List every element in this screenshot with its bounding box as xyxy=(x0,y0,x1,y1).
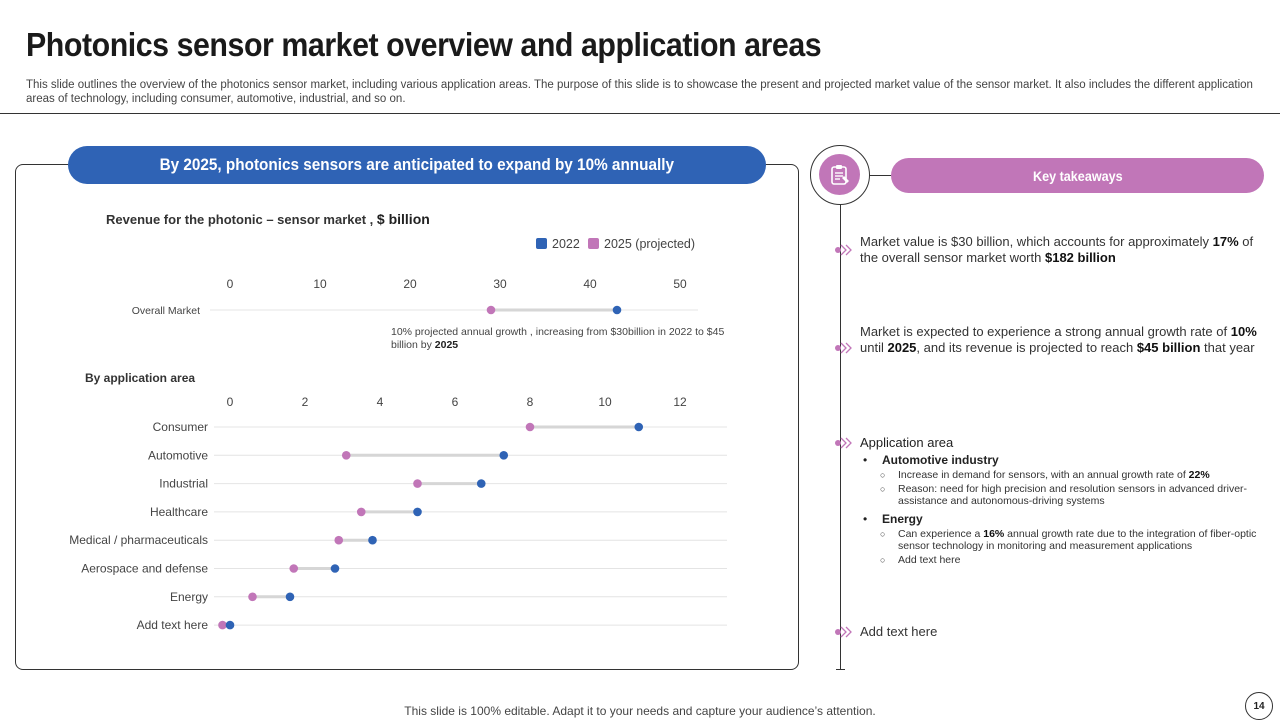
chart-title-unit: $ billion xyxy=(377,211,430,227)
takeaway-bullet-4-icon xyxy=(835,626,855,638)
growth-annotation: 10% projected annual growth , increasing… xyxy=(391,326,741,352)
takeaway-2-text-c: until xyxy=(860,340,884,355)
key-takeaways-header: Key takeaways xyxy=(891,158,1264,193)
takeaway-2-year: 2025 xyxy=(887,340,917,355)
x-tick-label: 8 xyxy=(527,395,534,409)
point-2025 xyxy=(218,620,227,630)
energy-detail-1-text-c: annual growth rate due to the integratio… xyxy=(898,527,1257,553)
x-tick-label: 0 xyxy=(227,395,234,409)
x-tick-label: 0 xyxy=(227,277,234,291)
takeaway-1-total: $182 billion xyxy=(1044,250,1116,265)
takeaway-1-text-c: of the overall sensor market worth xyxy=(860,234,1254,265)
category-label: Medical / pharmaceuticals xyxy=(69,533,208,547)
point-2022 xyxy=(476,479,486,488)
automotive-industry-label: Automotive industry xyxy=(860,452,1265,468)
header-divider xyxy=(0,113,1280,114)
x-tick-label: 10 xyxy=(598,395,612,409)
application-area-heading: Application area xyxy=(860,435,954,450)
category-label: Energy xyxy=(170,590,208,604)
takeaway-2-revenue: $45 billion xyxy=(1136,340,1201,355)
legend-label-1: 2025 (projected) xyxy=(604,237,695,251)
takeaway-bullet-1-icon xyxy=(835,244,855,256)
point-2025 xyxy=(413,479,422,488)
application-area-title: By application area xyxy=(85,371,195,385)
legend-label-0: 2022 xyxy=(552,237,580,251)
category-label: Add text here xyxy=(137,618,209,632)
point-2025 xyxy=(341,451,351,460)
x-tick-label: 40 xyxy=(583,277,597,291)
automotive-detail-2: Reason: need for high precision and reso… xyxy=(860,483,1265,508)
legend-swatch-1 xyxy=(588,238,599,249)
automotive-detail-1: Increase in demand for sensors, with an … xyxy=(860,469,1265,482)
x-tick-label: 50 xyxy=(673,277,687,291)
takeaway-2-text-e: , and its revenue is projected to reach xyxy=(916,340,1134,355)
takeaways-timeline-end xyxy=(836,669,845,670)
point-2025 xyxy=(486,305,496,315)
energy-detail-1: Can experience a 16% annual growth rate … xyxy=(860,528,1265,553)
x-tick-label: 30 xyxy=(493,277,507,291)
takeaway-bullet-3-icon xyxy=(835,437,855,449)
energy-label: Energy xyxy=(860,511,1265,527)
point-2025 xyxy=(525,422,535,432)
takeaway-bullet-2-icon xyxy=(835,342,855,354)
energy-detail-1-text-a: Can experience a xyxy=(898,527,981,540)
takeaway-item-1: Market value is $30 billion, which accou… xyxy=(860,234,1265,266)
category-label: Overall Market xyxy=(132,305,200,317)
energy-growth-rate: 16% xyxy=(983,527,1005,540)
point-2022 xyxy=(368,535,377,545)
growth-annotation-year: 2025 xyxy=(434,339,459,351)
point-2022 xyxy=(285,592,295,602)
category-label: Industrial xyxy=(159,477,208,491)
page-subtitle: This slide outlines the overview of the … xyxy=(26,79,1253,105)
x-tick-label: 12 xyxy=(673,395,687,409)
x-tick-label: 20 xyxy=(403,277,417,291)
point-2022 xyxy=(330,564,340,573)
category-label: Automotive xyxy=(148,448,208,462)
page-title: Photonics sensor market overview and app… xyxy=(26,26,822,63)
takeaway-1-text-a: Market value is $30 billion, which accou… xyxy=(860,234,1210,249)
category-label: Consumer xyxy=(153,420,208,434)
takeaways-connector xyxy=(868,175,892,176)
growth-banner-text: By 2025, photonics sensors are anticipat… xyxy=(159,155,675,174)
takeaways-timeline xyxy=(840,204,841,670)
point-2025 xyxy=(289,564,299,573)
energy-detail-2: Add text here xyxy=(860,554,1265,567)
legend-swatch-0 xyxy=(536,238,547,249)
clipboard-icon xyxy=(819,154,860,195)
takeaway-item-2: Market is expected to experience a stron… xyxy=(860,324,1265,356)
point-2025 xyxy=(356,507,366,517)
point-2025 xyxy=(334,535,344,545)
takeaways-icon-ring xyxy=(810,145,870,205)
automotive-detail-1-text: Increase in demand for sensors, with an … xyxy=(898,469,1186,481)
takeaway-item-3: Application area Automotive industry Inc… xyxy=(860,435,1265,566)
page-number: 14 xyxy=(1245,692,1273,720)
revenue-chart: Revenue for the photonic – sensor market… xyxy=(69,211,727,632)
category-label: Healthcare xyxy=(150,505,208,519)
point-2025 xyxy=(248,592,257,602)
chart-title-main: Revenue for the photonic – sensor market… xyxy=(106,212,377,227)
growth-annotation-text: 10% projected annual growth , increasing… xyxy=(391,326,725,351)
chart-title: Revenue for the photonic – sensor market… xyxy=(106,211,430,227)
key-takeaways-title: Key takeaways xyxy=(1032,167,1123,184)
automotive-growth-rate: 22% xyxy=(1188,469,1210,481)
takeaway-2-text-a: Market is expected to experience a stron… xyxy=(860,324,1228,339)
point-2022 xyxy=(634,422,644,432)
footer-note: This slide is 100% editable. Adapt it to… xyxy=(404,704,876,718)
point-2022 xyxy=(413,507,422,517)
x-tick-label: 4 xyxy=(377,395,384,409)
takeaway-item-4: Add text here xyxy=(860,624,938,639)
takeaway-1-share: 17% xyxy=(1212,234,1239,249)
category-label: Aerospace and defense xyxy=(81,562,208,576)
takeaway-2-text-g: that year xyxy=(1204,340,1255,355)
x-tick-label: 10 xyxy=(313,277,327,291)
point-2022 xyxy=(499,451,509,460)
point-2022 xyxy=(225,620,235,630)
point-2022 xyxy=(612,305,622,315)
growth-banner: By 2025, photonics sensors are anticipat… xyxy=(68,146,766,184)
x-tick-label: 6 xyxy=(452,395,459,409)
x-tick-label: 2 xyxy=(302,395,309,409)
takeaway-2-rate: 10% xyxy=(1230,324,1257,339)
